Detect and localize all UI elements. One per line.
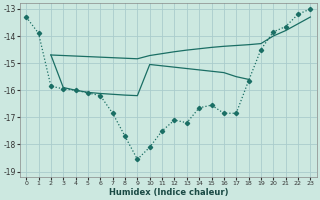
- X-axis label: Humidex (Indice chaleur): Humidex (Indice chaleur): [108, 188, 228, 197]
